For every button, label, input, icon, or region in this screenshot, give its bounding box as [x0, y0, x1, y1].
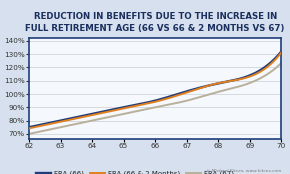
Legend: FRA (66), FRA (66 & 2 Months), FRA (67): FRA (66), FRA (66 & 2 Months), FRA (67)	[33, 168, 237, 174]
Text: © Michael Kitces, www.kitces.com: © Michael Kitces, www.kitces.com	[206, 169, 281, 173]
Title: REDUCTION IN BENEFITS DUE TO THE INCREASE IN
FULL RETIREMENT AGE (66 VS 66 & 2 M: REDUCTION IN BENEFITS DUE TO THE INCREAS…	[26, 12, 285, 33]
